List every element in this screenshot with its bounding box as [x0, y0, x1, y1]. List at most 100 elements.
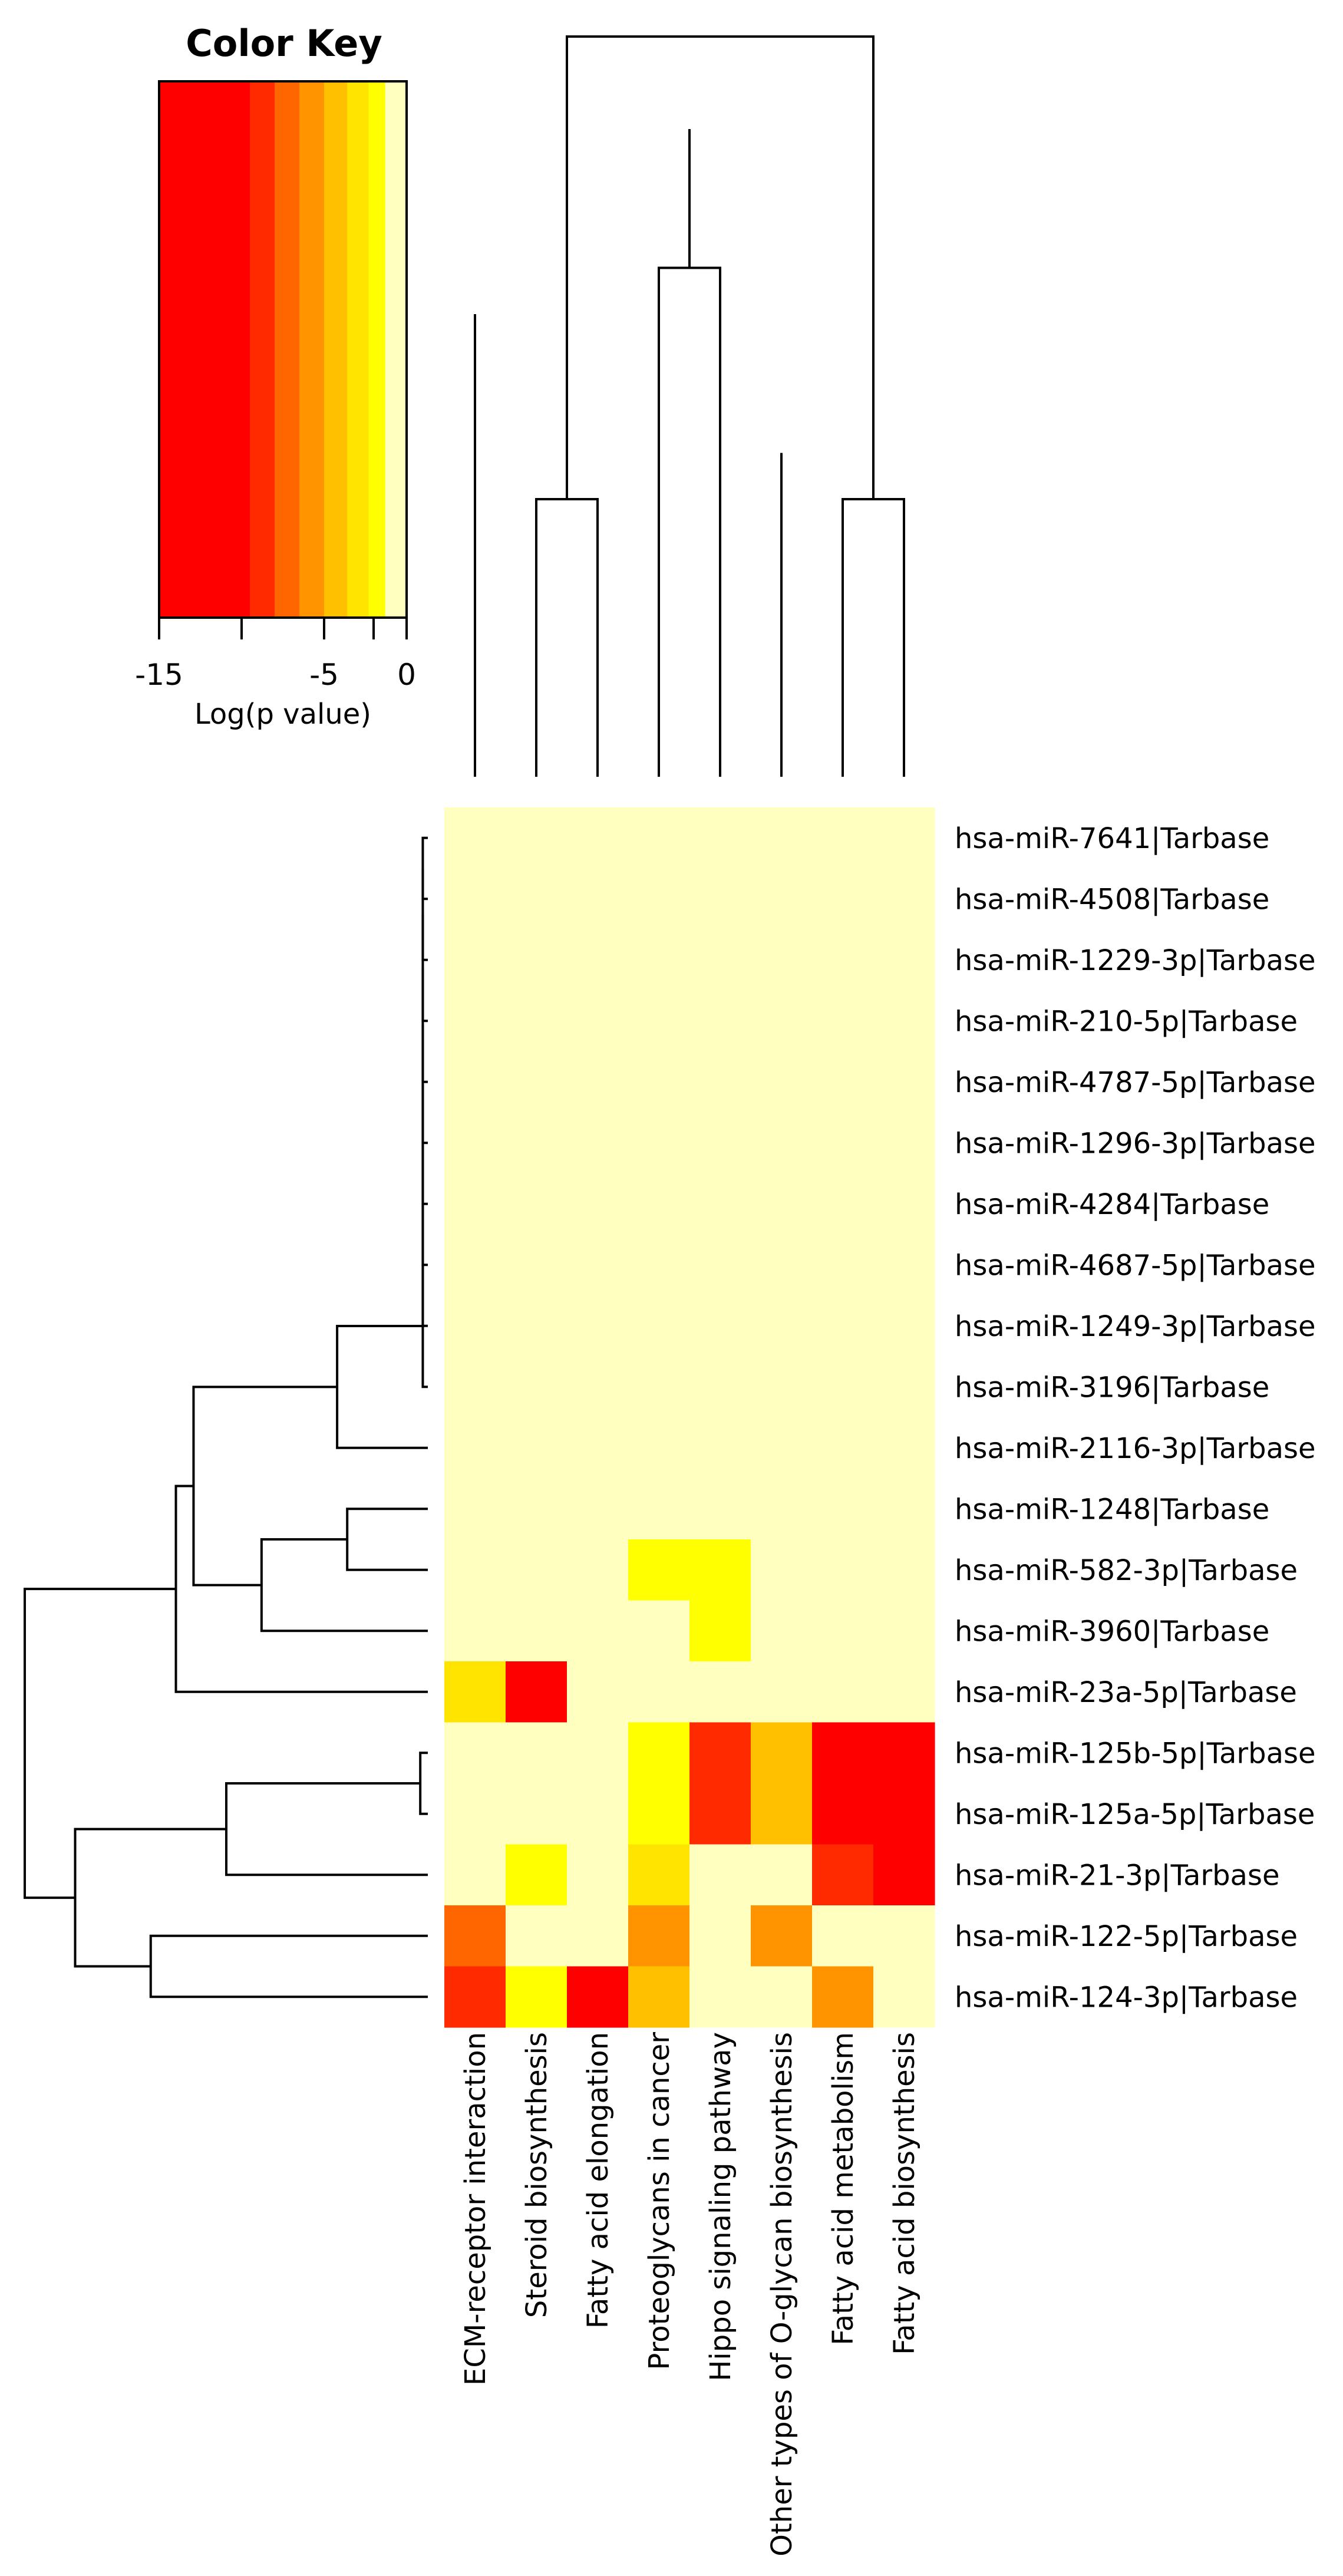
heatmap-cell — [873, 1356, 935, 1418]
heatmap-cell — [628, 990, 690, 1052]
row-dendrogram-link — [421, 1265, 428, 1388]
heatmap-cell — [628, 1478, 690, 1540]
heatmap-cell — [567, 1478, 629, 1540]
heatmap-cell — [689, 807, 751, 869]
column-dendrogram — [474, 35, 905, 777]
heatmap-cell — [751, 1356, 813, 1418]
heatmap-cell — [873, 1722, 935, 1784]
row-label: hsa-miR-124-3p|Tarbase — [955, 1981, 1298, 2014]
heatmap-cell — [689, 1539, 751, 1601]
column-dendrogram-link — [658, 266, 721, 777]
column-label: ECM-receptor interaction — [459, 2032, 492, 2386]
color-key-band-6 — [368, 81, 386, 618]
heatmap-cell — [506, 1966, 567, 2028]
row-labels: hsa-miR-7641|Tarbase hsa-miR-4508|Tarbase… — [955, 822, 1316, 2014]
heatmap-cell — [506, 1173, 567, 1235]
row-label: hsa-miR-210-5p|Tarbase — [955, 1005, 1298, 1038]
heatmap-cell — [873, 1966, 935, 2028]
heatmap-cell — [567, 1356, 629, 1418]
column-labels: ECM-receptor interaction Steroid biosynth… — [459, 2032, 921, 2557]
heatmap-cell — [444, 1905, 506, 1967]
color-key-xlabel: Log(p value) — [194, 698, 371, 731]
row-label: hsa-miR-23a-5p|Tarbase — [955, 1676, 1297, 1709]
heatmap-cell — [444, 1966, 506, 2028]
heatmap-cell — [444, 1295, 506, 1357]
heatmap-cell — [689, 1112, 751, 1174]
row-dendrogram-link — [346, 1508, 428, 1571]
color-key-band-7 — [385, 81, 407, 618]
heatmap-cell — [444, 1600, 506, 1662]
heatmap-cell — [751, 1234, 813, 1296]
heatmap-cell — [873, 1051, 935, 1113]
heatmap-cell — [506, 1783, 567, 1845]
heatmap-cell — [506, 1661, 567, 1723]
heatmap-cell — [873, 1478, 935, 1540]
column-dendrogram-link — [842, 498, 905, 777]
column-label: Proteoglycans in cancer — [643, 2032, 676, 2370]
heatmap-cell — [628, 1905, 690, 1967]
heatmap-cell — [812, 1905, 874, 1967]
heatmap-cell — [567, 868, 629, 930]
column-label: Steroid biosynthesis — [520, 2032, 553, 2318]
row-label: hsa-miR-2116-3p|Tarbase — [955, 1432, 1316, 1465]
heatmap-cell — [873, 868, 935, 930]
heatmap-cell — [873, 1844, 935, 1906]
heatmap-cell — [567, 1295, 629, 1357]
heatmap-cell — [751, 929, 813, 991]
heatmap-cell — [567, 1905, 629, 1967]
row-dendrogram-link — [149, 1934, 428, 1998]
heatmap-cell — [751, 1539, 813, 1601]
row-label: hsa-miR-4508|Tarbase — [955, 883, 1269, 916]
heatmap-cell — [444, 929, 506, 991]
heatmap-cell — [812, 1173, 874, 1235]
heatmap-cell — [506, 1539, 567, 1601]
column-dendrogram-link — [535, 498, 599, 777]
heatmap-cell — [751, 1722, 813, 1784]
heatmap-cell — [444, 1783, 506, 1845]
heatmap-cell — [751, 1295, 813, 1357]
heatmap-cell — [506, 1417, 567, 1479]
column-label: Fatty acid biosynthesis — [888, 2032, 921, 2355]
row-dendrogram-link — [336, 1324, 428, 1449]
heatmap-cell — [506, 807, 567, 869]
heatmap-cell — [628, 1661, 690, 1723]
heatmap-cell — [812, 1356, 874, 1418]
heatmap-cell — [567, 1051, 629, 1113]
row-label: hsa-miR-21-3p|Tarbase — [955, 1859, 1280, 1892]
heatmap-cell — [444, 990, 506, 1052]
color-key-band-4 — [324, 81, 348, 618]
row-label: hsa-miR-3196|Tarbase — [955, 1371, 1269, 1404]
heatmap-cell — [751, 1173, 813, 1235]
heatmap-cell — [812, 1417, 874, 1479]
heatmap-cell — [567, 1600, 629, 1662]
heatmap-cell — [444, 868, 506, 930]
heatmap-cell — [873, 1173, 935, 1235]
heatmap-cell — [567, 929, 629, 991]
color-key-bands — [159, 81, 407, 618]
heatmap-cell — [873, 1783, 935, 1845]
row-label: hsa-miR-4284|Tarbase — [955, 1188, 1269, 1221]
heatmap-cell — [812, 1844, 874, 1906]
heatmap-cell — [444, 1173, 506, 1235]
heatmap-cells — [444, 807, 935, 2028]
heatmap-cell — [628, 1112, 690, 1174]
heatmap-cell — [567, 1234, 629, 1296]
heatmap-cell — [812, 1478, 874, 1540]
heatmap-cell — [873, 1905, 935, 1967]
row-dendrogram — [24, 836, 428, 1998]
color-key-tick-label: 0 — [397, 658, 416, 692]
heatmap-cell — [812, 1661, 874, 1723]
heatmap-cell — [812, 1539, 874, 1601]
heatmap-cell — [751, 1905, 813, 1967]
heatmap-cell — [628, 1844, 690, 1906]
heatmap-cell — [506, 1356, 567, 1418]
heatmap-cell — [873, 1661, 935, 1723]
heatmap-cell — [628, 1417, 690, 1479]
heatmap-cell — [751, 1417, 813, 1479]
heatmap-cell — [751, 1661, 813, 1723]
heatmap-cell — [751, 1783, 813, 1845]
row-label: hsa-miR-1249-3p|Tarbase — [955, 1310, 1316, 1343]
heatmap-cell — [751, 1112, 813, 1174]
heatmap-cell — [689, 1417, 751, 1479]
row-label: hsa-miR-122-5p|Tarbase — [955, 1920, 1298, 1953]
